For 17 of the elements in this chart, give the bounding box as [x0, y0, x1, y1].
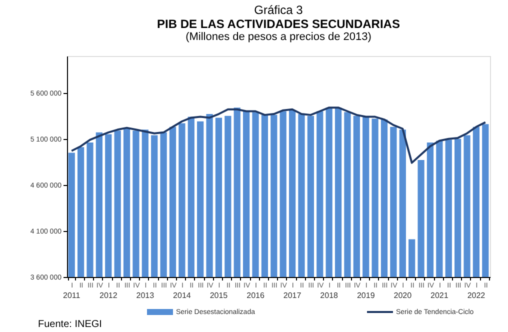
text: 2015 — [210, 291, 228, 300]
source-note: Fuente: INEGI — [38, 319, 102, 330]
line-series — [70, 106, 486, 164]
text: 2012 — [99, 291, 118, 300]
chart-subtitle: PIB DE LAS ACTIVIDADES SECUNDARIAS — [157, 17, 400, 31]
text: (Millones de pesos a precios de 2013) — [186, 31, 372, 43]
text: 2019 — [356, 291, 376, 300]
text: 2013 — [136, 291, 155, 300]
text: 2014 — [173, 291, 192, 300]
text: 2011 — [62, 291, 81, 300]
text: 2017 — [283, 291, 302, 300]
text: 2021 — [430, 291, 449, 300]
text: 2020 — [394, 291, 412, 300]
text: 2016 — [246, 291, 265, 300]
text: 2018 — [320, 291, 339, 300]
text: 2022 — [467, 291, 486, 300]
chart-title: Gráfica 3 — [254, 3, 304, 17]
